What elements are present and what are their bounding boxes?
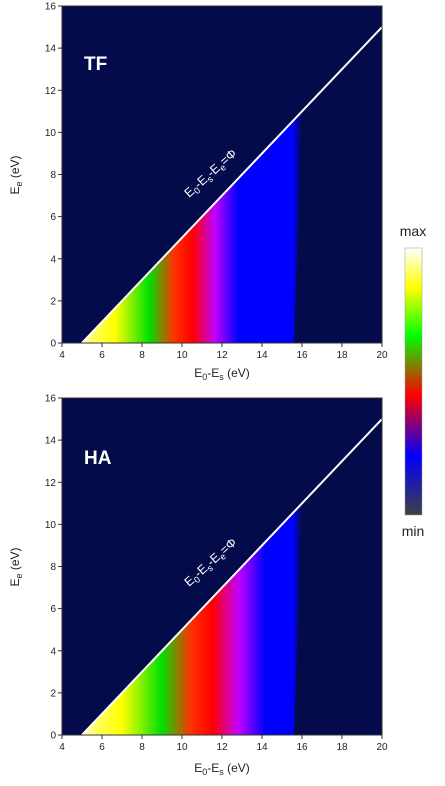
y-axis-label: Ee (eV) (8, 547, 24, 586)
colorbar-gradient (404, 247, 423, 516)
x-axis-label: E0-Es (eV) (194, 761, 250, 777)
y-tick-label: 4 (50, 254, 56, 265)
threshold-line (81, 26, 383, 344)
panel-label: HA (84, 448, 112, 469)
axis-ticks: 4 6 8 10 12 14 16 18 20 0 2 4 6 8 10 12 14 16 (45, 394, 388, 754)
x-tick-label: 6 (99, 742, 105, 753)
x-tick-label: 12 (216, 350, 228, 361)
x-tick-label: 10 (176, 742, 188, 753)
x-tick-label: 4 (59, 742, 65, 753)
x-tick-label: 4 (59, 350, 65, 361)
y-tick-label: 0 (50, 339, 56, 350)
y-tick-label: 2 (50, 296, 56, 307)
threshold-line (81, 418, 383, 736)
x-tick-label: 12 (216, 742, 228, 753)
y-tick-label: 6 (50, 604, 56, 615)
y-tick-label: 8 (50, 170, 56, 181)
x-tick-label: 14 (256, 350, 268, 361)
colorbar-min-label: min (402, 523, 425, 539)
y-tick-label: 10 (45, 128, 57, 139)
y-tick-label: 8 (50, 562, 56, 573)
y-tick-label: 14 (45, 436, 57, 447)
y-tick-label: 12 (45, 86, 57, 97)
x-tick-label: 20 (376, 350, 388, 361)
x-tick-label: 16 (296, 350, 308, 361)
y-tick-label: 10 (45, 520, 57, 531)
x-tick-label: 8 (139, 742, 145, 753)
x-tick-label: 10 (176, 350, 188, 361)
x-tick-label: 18 (336, 742, 348, 753)
x-tick-label: 16 (296, 742, 308, 753)
y-tick-label: 12 (45, 478, 57, 489)
x-tick-label: 20 (376, 742, 388, 753)
colorbar-max-label: max (400, 223, 426, 239)
y-tick-label: 16 (45, 2, 57, 13)
y-tick-label: 2 (50, 688, 56, 699)
panel-tf: TF E0-Es-Ee=Φ 4 6 8 10 12 14 16 18 2002468101214… (8, 2, 388, 383)
y-tick-label: 14 (45, 44, 57, 55)
x-tick-label: 8 (139, 350, 145, 361)
x-axis-label: E0-Es (eV) (194, 366, 250, 382)
y-axis-label: Ee (eV) (8, 155, 24, 194)
x-tick-label: 18 (336, 350, 348, 361)
colorbar: max min (400, 223, 426, 539)
panel-ha: HA E0-Es-Ee=Φ 4 6 8 10 12 14 16 18 2002468101214… (8, 394, 388, 778)
axis-ticks: 4 6 8 10 12 14 16 18 20 0 2 4 6 8 10 12 14 16 (45, 2, 388, 362)
y-tick-label: 6 (50, 212, 56, 223)
y-tick-label: 0 (50, 731, 56, 742)
panel-label: TF (84, 54, 107, 75)
y-tick-label: 16 (45, 394, 57, 405)
x-tick-label: 14 (256, 742, 268, 753)
y-tick-label: 4 (50, 646, 56, 657)
x-tick-label: 6 (99, 350, 105, 361)
